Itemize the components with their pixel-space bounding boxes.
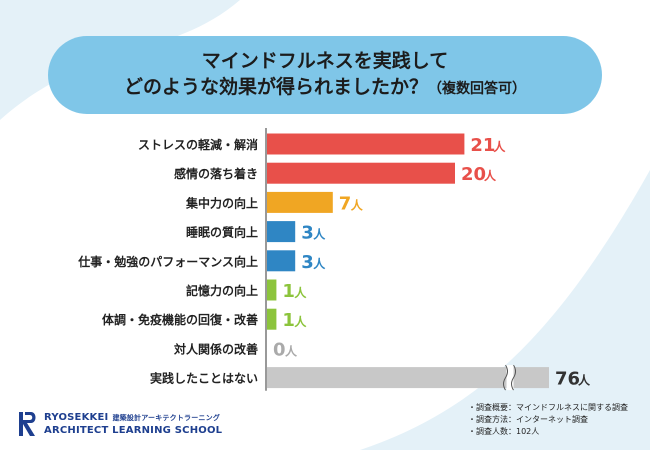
category-label: ストレスの軽減・解消 [138,137,258,152]
bar [267,367,549,389]
note-method: ・調査方法：インターネット調査 [468,415,588,424]
axis-break-mark-left [503,364,509,391]
bar [267,191,333,213]
value-unit: 人 [493,139,506,154]
logo-name: RYOSEKKEI [44,412,109,423]
logo-text-primary: RYOSEKKEI 建築設計アーキテクトラーニング [44,412,220,423]
chart-title: マインドフルネスを実践して どのような効果が得られましたか？（複数回答可） [48,36,602,114]
category-label: 仕事・勉強のパフォーマンス向上 [77,254,258,269]
value-unit: 人 [285,343,298,358]
bar [267,133,465,155]
category-label: 体調・免疫機能の回復・改善 [102,312,258,327]
title-line-2: どのような効果が得られましたか？（複数回答可） [124,74,526,102]
value-unit: 人 [294,314,307,329]
category-label: 睡眠の質向上 [186,225,258,240]
category-label: 感情の落ち着き [174,166,258,181]
value-unit: 人 [484,168,497,183]
value-label: 3 [301,252,314,273]
value-unit: 人 [578,373,591,388]
note-count: ・調査人数：102人 [468,427,540,436]
value-unit: 人 [351,197,364,212]
value-label: 7 [339,193,352,214]
category-label: 記憶力の向上 [186,283,258,298]
title-line-1: マインドフルネスを実践して [201,50,449,72]
value-label: 0 [273,339,286,360]
bar [267,162,455,184]
value-unit: 人 [313,227,326,242]
value-label: 3 [301,223,314,244]
bar [267,221,296,243]
survey-notes: ・調査概要：マインドフルネスに関する調査 ・調査方法：インターネット調査 ・調査… [468,402,628,438]
value-unit: 人 [313,256,326,271]
brand-logo: RYOSEKKEI 建築設計アーキテクトラーニング ARCHITECT LEARN… [18,410,222,440]
category-label: 集中力の向上 [185,195,258,210]
logo-text-secondary: ARCHITECT LEARNING SCHOOL [44,425,223,436]
axis-break-mark-right [511,364,517,391]
category-label: 実践したことはない [150,371,258,386]
value-label: 1 [282,310,295,331]
category-label: 対人関係の改善 [173,341,258,356]
value-label: 21 [470,135,495,156]
bar [267,250,296,272]
note-overview: ・調査概要：マインドフルネスに関する調査 [468,403,628,412]
logo-subtitle: 建築設計アーキテクトラーニング [112,414,221,422]
value-unit: 人 [294,285,307,300]
title-note: （複数回答可） [428,81,526,97]
bar [267,308,277,330]
bar [267,279,277,301]
axis-break-gap [506,365,514,391]
value-label: 20 [461,164,486,185]
value-label: 76 [555,369,580,390]
title-question: どのような効果が得られましたか？ [123,76,428,98]
logo-mark-icon [19,412,36,436]
value-label: 1 [282,281,295,302]
